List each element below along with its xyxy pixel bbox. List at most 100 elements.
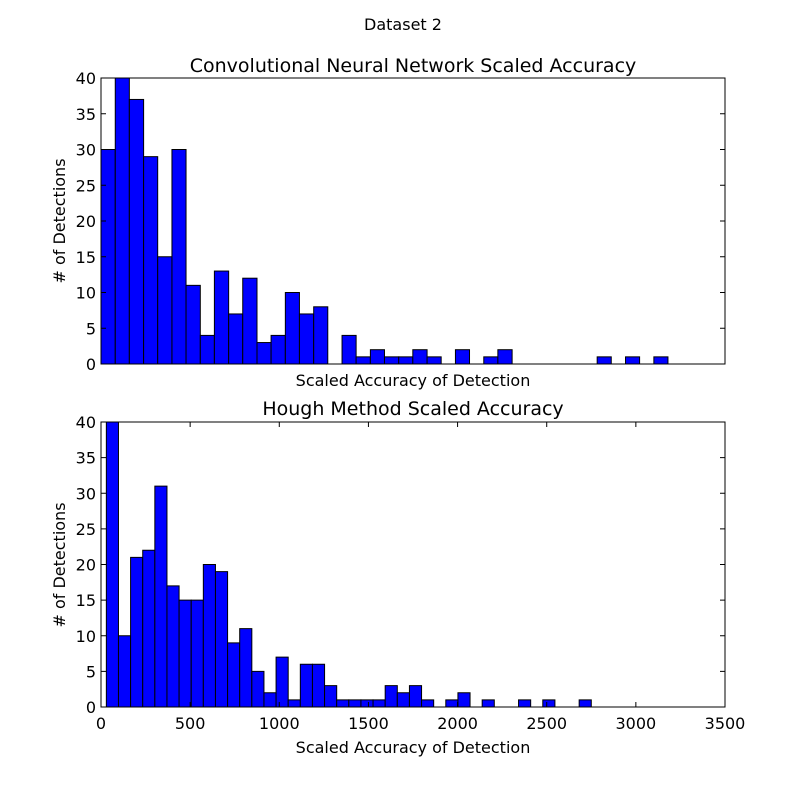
cnn-bar-22	[412, 349, 428, 365]
cnn-bar-6	[185, 284, 201, 365]
hough-bar-26	[421, 699, 435, 708]
cnn-bar-1	[114, 77, 130, 365]
hough-bar-24	[396, 692, 410, 708]
hough-y-ticks: 0 5 10 15 20 25 30 35 40	[76, 413, 725, 717]
hough-bar-2	[130, 556, 144, 708]
hough-bar-14	[275, 656, 289, 708]
hough-axes-frame	[100, 421, 726, 708]
hough-x-tick-label: 1500	[348, 714, 389, 733]
hough-bar-18	[324, 685, 338, 708]
hough-bar-7	[190, 599, 204, 708]
hough-x-tick-label: 2000	[437, 714, 478, 733]
cnn-bar-2	[128, 98, 145, 365]
hough-bar-5	[166, 585, 180, 708]
cnn-y-tick-label: 40	[76, 69, 96, 88]
cnn-plot-title: Convolutional Neural Network Scaled Accu…	[190, 55, 637, 77]
hough-bar-25	[408, 685, 423, 708]
hough-bar-9	[214, 571, 229, 708]
hough-x-axis-label: Scaled Accuracy of Detection	[296, 738, 531, 757]
cnn-y-tick-label: 0	[86, 355, 96, 374]
cnn-bar-21	[398, 356, 414, 365]
cnn-y-tick-label: 30	[76, 141, 96, 160]
hough-bar-0	[105, 421, 119, 708]
cnn-axes-frame	[100, 77, 726, 365]
cnn-bars	[100, 77, 669, 365]
hough-bar-29	[457, 692, 471, 708]
hough-bar-6	[178, 599, 192, 708]
hough-y-tick-label: 35	[76, 449, 96, 468]
hough-bar-23	[384, 685, 398, 708]
hough-histogram-plot: Hough Method Scaled Accuracy 0 5 10 15 20 25 3…	[50, 398, 745, 757]
cnn-bar-20	[383, 356, 400, 365]
cnn-bar-9	[228, 313, 244, 365]
hough-bar-13	[263, 692, 277, 708]
hough-y-tick-label: 25	[76, 520, 96, 539]
hough-x-tick-label: 0	[96, 714, 106, 733]
cnn-y-ticks: 0 5 10 15 20 25 30 35 40	[76, 69, 725, 374]
hough-bar-31	[481, 699, 495, 708]
cnn-bar-12	[270, 334, 286, 365]
hough-bar-34	[518, 699, 532, 708]
hough-bar-12	[251, 670, 265, 708]
hough-bar-16	[299, 663, 313, 708]
cnn-y-tick-label: 5	[86, 319, 96, 338]
cnn-bar-35	[596, 356, 612, 365]
cnn-y-tick-label: 10	[76, 284, 96, 303]
hough-bar-39	[578, 699, 592, 708]
hough-y-tick-label: 10	[76, 627, 96, 646]
hough-y-tick-label: 40	[76, 413, 96, 432]
hough-x-tick-label: 500	[175, 714, 206, 733]
hough-plot-title: Hough Method Scaled Accuracy	[262, 398, 563, 420]
cnn-bar-37	[625, 356, 641, 365]
hough-x-tick-label: 3500	[705, 714, 746, 733]
hough-bar-20	[348, 699, 362, 708]
cnn-bar-7	[199, 334, 215, 365]
cnn-y-tick-label: 25	[76, 176, 96, 195]
cnn-bar-23	[426, 356, 442, 365]
hough-bar-1	[117, 635, 132, 708]
hough-x-tick-label: 2500	[526, 714, 567, 733]
cnn-bar-10	[242, 277, 258, 365]
hough-y-tick-label: 15	[76, 591, 96, 610]
hough-bar-36	[542, 699, 556, 708]
cnn-bar-27	[483, 356, 499, 365]
hough-y-axis-label: # of Detections	[50, 502, 69, 627]
cnn-bar-28	[497, 349, 513, 365]
cnn-bar-3	[143, 156, 159, 365]
hough-bars	[105, 421, 592, 708]
hough-bar-4	[154, 485, 168, 708]
cnn-y-tick-label: 20	[76, 212, 96, 231]
cnn-y-tick-label: 35	[76, 105, 96, 124]
cnn-bar-19	[369, 349, 385, 365]
hough-bar-19	[336, 699, 350, 708]
hough-bar-17	[311, 663, 326, 708]
hough-bar-3	[142, 549, 156, 708]
cnn-bar-11	[256, 342, 272, 365]
cnn-bar-5	[171, 149, 187, 365]
cnn-y-tick-label: 15	[76, 248, 96, 267]
hough-x-ticks: 0 500 1000 1500 2000 2500 3000 3500	[96, 422, 745, 733]
hough-bar-28	[445, 699, 459, 708]
hough-x-tick-label: 3000	[615, 714, 656, 733]
cnn-bar-25	[454, 349, 471, 365]
hough-bar-22	[372, 699, 386, 708]
hough-bar-21	[360, 699, 374, 708]
figure-suptitle: Dataset 2	[364, 15, 442, 34]
hough-bar-11	[239, 628, 253, 708]
hough-bar-8	[202, 564, 216, 708]
hough-y-tick-label: 5	[86, 662, 96, 681]
cnn-histogram-plot: Convolutional Neural Network Scaled Accu…	[50, 55, 726, 390]
hough-x-tick-label: 1000	[259, 714, 300, 733]
cnn-bar-14	[298, 313, 315, 365]
cnn-bar-39	[653, 356, 669, 365]
hough-bar-15	[287, 699, 301, 708]
cnn-bar-8	[213, 270, 230, 365]
cnn-bar-17	[341, 334, 357, 365]
hough-y-tick-label: 20	[76, 556, 96, 575]
cnn-bar-13	[284, 292, 300, 365]
hough-y-tick-label: 30	[76, 484, 96, 503]
cnn-y-axis-label: # of Detections	[50, 158, 69, 283]
cnn-bar-15	[313, 306, 329, 365]
cnn-x-axis-label: Scaled Accuracy of Detection	[296, 371, 531, 390]
